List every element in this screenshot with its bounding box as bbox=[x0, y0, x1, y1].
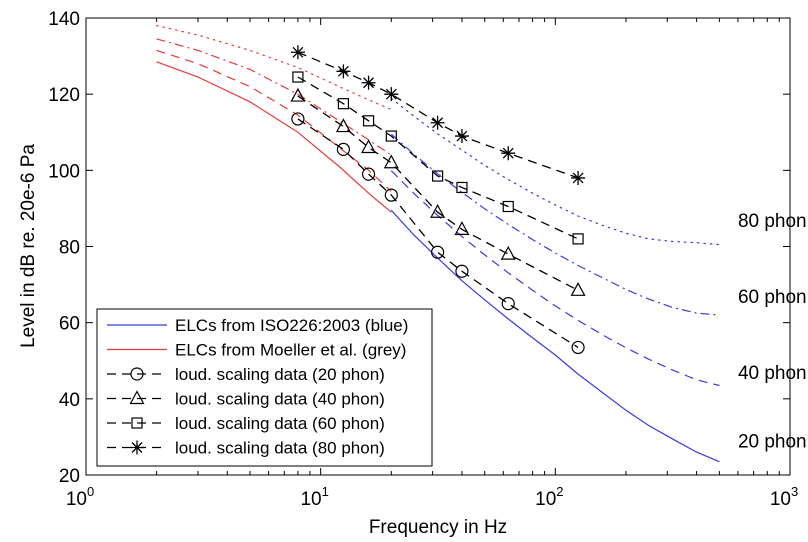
scaling-point-60-phon bbox=[572, 233, 584, 245]
scaling-point-80-phon bbox=[361, 75, 376, 90]
scaling-point-40-phon bbox=[430, 203, 446, 218]
x-tick-exponent: 2 bbox=[556, 484, 563, 499]
scaling-point-80-phon bbox=[384, 87, 399, 102]
x-tick-label: 103 bbox=[770, 484, 798, 510]
x-tick-label: 100 bbox=[66, 484, 94, 510]
y-tick-label: 100 bbox=[48, 161, 80, 182]
scaling-point-80-phon bbox=[430, 115, 445, 130]
y-tick-label: 40 bbox=[59, 390, 80, 411]
x-tick-label: 101 bbox=[300, 484, 328, 510]
iso-curve-20-phon bbox=[390, 209, 720, 463]
scaling-point-60-phon bbox=[362, 115, 375, 127]
scaling-point-20-phon bbox=[431, 245, 445, 259]
scaling-line-60-phon bbox=[297, 76, 579, 240]
scaling-point-80-phon bbox=[336, 64, 351, 79]
legend-swatch-marker bbox=[129, 390, 145, 405]
x-tick-base: 10 bbox=[770, 489, 791, 510]
scaling-point-40-phon bbox=[570, 282, 586, 296]
legend-entry-label: loud. scaling data (40 phon) bbox=[175, 390, 385, 409]
scaling-point-60-phon bbox=[456, 181, 468, 194]
phon-annotation: 80 phon bbox=[738, 211, 807, 232]
legend-entry-label: ELCs from ISO226:2003 (blue) bbox=[175, 316, 408, 335]
scaling-point-40-phon bbox=[454, 221, 470, 235]
scaling-point-80-phon bbox=[454, 129, 469, 144]
x-tick-base: 10 bbox=[535, 489, 556, 510]
moeller-curve-20-phon bbox=[156, 61, 392, 213]
phon-annotation: 60 phon bbox=[738, 287, 807, 308]
legend-entry-label: loud. scaling data (80 phon) bbox=[175, 439, 385, 458]
scaling-point-40-phon bbox=[361, 139, 377, 154]
legend-box bbox=[96, 308, 433, 467]
phon-annotation: 40 phon bbox=[738, 363, 807, 384]
x-tick-label: 102 bbox=[535, 484, 563, 510]
x-tick-exponent: 3 bbox=[791, 484, 798, 499]
scaling-point-20-phon bbox=[291, 112, 305, 126]
legend-swatch-marker bbox=[131, 417, 143, 429]
scaling-point-60-phon bbox=[432, 170, 444, 182]
scaling-point-20-phon bbox=[336, 142, 351, 156]
x-tick-exponent: 1 bbox=[322, 484, 329, 499]
y-tick-label: 120 bbox=[48, 85, 80, 106]
annotations-group: 80 phon 60 phon 40 phon 20 phon bbox=[738, 211, 807, 453]
scaling-line-80-phon bbox=[297, 51, 579, 179]
y-axis-label: Level in dB re. 20e-6 Pa bbox=[18, 144, 39, 348]
y-tick-label: 60 bbox=[59, 314, 80, 335]
scaling-point-20-phon bbox=[571, 340, 585, 355]
legend-entry-label: loud. scaling data (60 phon) bbox=[175, 414, 385, 433]
legend-entry-label: loud. scaling data (20 phon) bbox=[175, 365, 385, 384]
x-tick-exponent: 0 bbox=[87, 484, 94, 499]
markers-group bbox=[290, 45, 586, 355]
scaling-point-60-phon bbox=[385, 130, 397, 142]
scaling-point-60-phon bbox=[337, 98, 350, 110]
scaling-point-20-phon bbox=[501, 297, 515, 311]
legend-swatch-marker bbox=[130, 367, 144, 381]
legend-entry-label: ELCs from Moeller et al. (grey) bbox=[175, 341, 406, 360]
x-tick-base: 10 bbox=[66, 489, 87, 510]
iso-curve-80-phon bbox=[390, 97, 721, 246]
legend: ELCs from ISO226:2003 (blue) ELCs from Mo… bbox=[96, 308, 433, 467]
y-tick-label: 20 bbox=[59, 466, 80, 487]
scaling-point-40-phon bbox=[290, 87, 306, 102]
scaling-point-80-phon bbox=[571, 170, 586, 185]
scaling-point-20-phon bbox=[361, 167, 376, 181]
x-tick-base: 10 bbox=[300, 489, 321, 510]
iso-curve-40-phon bbox=[390, 170, 720, 387]
scaling-point-40-phon bbox=[500, 245, 516, 260]
x-axis-label: Frequency in Hz bbox=[369, 517, 507, 538]
scaling-point-80-phon bbox=[501, 146, 516, 161]
scaling-line-40-phon bbox=[297, 95, 579, 291]
scaling-point-60-phon bbox=[502, 200, 514, 213]
moeller-curve-40-phon bbox=[156, 49, 392, 192]
legend-swatch-marker bbox=[130, 440, 144, 455]
phon-annotation: 20 phon bbox=[738, 432, 807, 453]
scaling-point-20-phon bbox=[455, 264, 469, 278]
scaling-point-60-phon bbox=[292, 71, 304, 83]
scaling-point-40-phon bbox=[383, 154, 399, 169]
scaling-point-40-phon bbox=[335, 118, 351, 133]
y-tick-label: 140 bbox=[48, 9, 80, 30]
scaling-point-20-phon bbox=[384, 188, 398, 202]
y-tick-label: 80 bbox=[59, 238, 80, 259]
scaling-point-80-phon bbox=[290, 45, 305, 60]
